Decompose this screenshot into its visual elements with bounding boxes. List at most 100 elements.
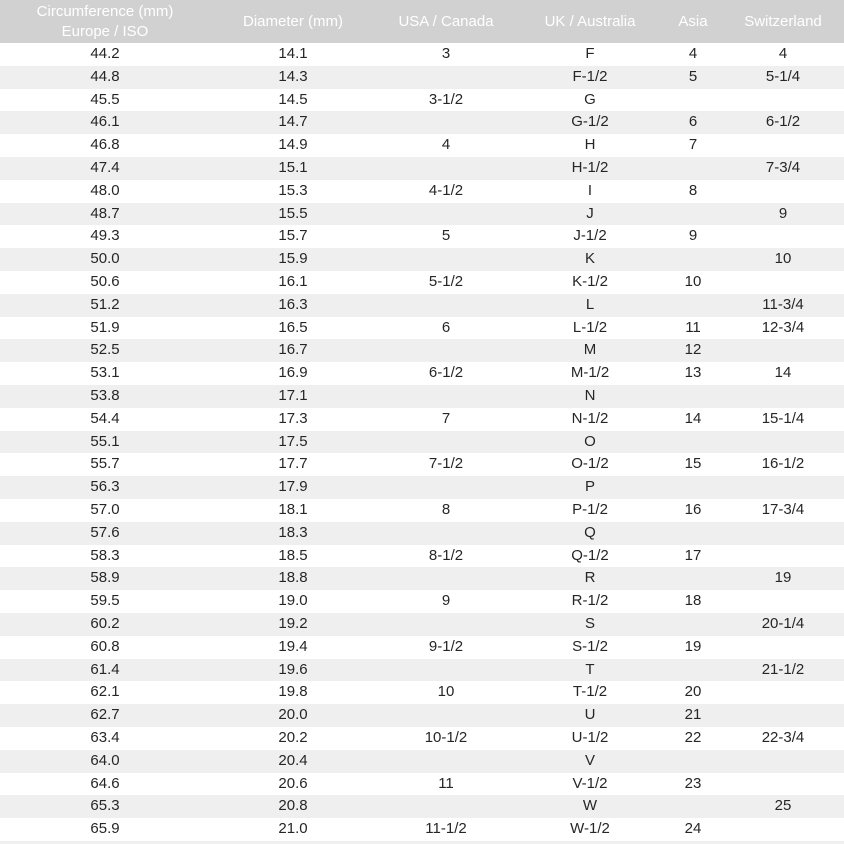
table-row: 62.7 20.0 U 21 <box>0 704 844 727</box>
cell-switzerland <box>722 225 844 248</box>
table-row: 64.6 20.6 11 V-1/2 23 <box>0 773 844 796</box>
cell-diameter: 17.1 <box>278 386 308 404</box>
cell-circumference: 50.0 <box>90 250 120 268</box>
cell-switzerland <box>722 431 844 454</box>
cell-diameter: 20.6 <box>278 774 308 792</box>
cell-usa_canada <box>376 66 516 89</box>
cell-uk_australia: O <box>584 432 596 450</box>
cell-circumference: 65.9 <box>90 820 120 838</box>
cell-usa_canada <box>376 203 516 226</box>
table-row: 50.6 16.1 5-1/2 K-1/2 10 <box>0 271 844 294</box>
cell-circumference: 46.1 <box>90 113 120 131</box>
cell-diameter: 20.2 <box>278 728 308 746</box>
cell-uk_australia: F-1/2 <box>572 67 608 85</box>
cell-usa_canada <box>376 659 516 682</box>
cell-usa_canada: 7-1/2 <box>428 455 464 473</box>
cell-usa_canada <box>376 157 516 180</box>
cell-diameter: 18.3 <box>278 523 308 541</box>
cell-circumference: 48.0 <box>90 181 120 199</box>
table-row: 44.8 14.3 F-1/2 5 5-1/4 <box>0 65 844 89</box>
cell-uk_australia: N-1/2 <box>571 409 609 427</box>
cell-diameter: 20.4 <box>278 751 308 769</box>
cell-uk_australia: Q <box>584 523 596 541</box>
cell-switzerland <box>722 522 844 545</box>
cell-usa_canada: 5-1/2 <box>428 272 464 290</box>
cell-asia: 5 <box>688 67 698 85</box>
cell-asia <box>664 795 722 818</box>
cell-circumference: 62.7 <box>90 706 120 724</box>
cell-uk_australia: K-1/2 <box>572 272 608 290</box>
cell-asia: 8 <box>688 181 698 199</box>
cell-diameter: 14.7 <box>278 113 308 131</box>
cell-switzerland <box>722 180 844 203</box>
cell-uk_australia: H-1/2 <box>571 158 609 176</box>
table-row: 46.1 14.7 G-1/2 6 6-1/2 <box>0 111 844 135</box>
cell-diameter: 17.5 <box>278 432 308 450</box>
cell-usa_canada <box>376 385 516 408</box>
cell-uk_australia: S <box>584 614 595 632</box>
cell-usa_canada: 11-1/2 <box>425 820 467 838</box>
cell-usa_canada <box>376 248 516 271</box>
cell-usa_canada <box>376 613 516 636</box>
col-header-switzerland: Switzerland <box>722 0 844 43</box>
cell-uk_australia: M <box>583 341 597 359</box>
cell-circumference: 61.4 <box>90 660 120 678</box>
cell-usa_canada <box>376 111 516 134</box>
cell-uk_australia: U-1/2 <box>571 728 609 746</box>
table-row: 49.3 15.7 5 J-1/2 9 <box>0 225 844 248</box>
cell-switzerland <box>722 590 844 613</box>
cell-circumference: 47.4 <box>90 158 120 176</box>
cell-asia <box>664 157 722 180</box>
cell-uk_australia: J <box>586 204 594 222</box>
table-row: 64.0 20.4 V <box>0 749 844 773</box>
table-row: 51.9 16.5 6 L-1/2 11 12-3/4 <box>0 317 844 340</box>
table-row: 59.5 19.0 9 R-1/2 18 <box>0 590 844 613</box>
cell-usa_canada: 5 <box>441 227 451 245</box>
cell-switzerland <box>722 681 844 704</box>
cell-diameter: 19.8 <box>278 683 308 701</box>
cell-asia: 4 <box>688 45 698 62</box>
table-row: 65.3 20.8 W 25 <box>0 795 844 819</box>
cell-asia <box>664 89 722 112</box>
cell-diameter: 17.3 <box>278 409 308 427</box>
cell-circumference: 44.8 <box>90 67 120 85</box>
cell-diameter: 15.7 <box>278 227 308 245</box>
col-header-uk-australia: UK / Australia <box>516 0 664 43</box>
cell-diameter: 16.7 <box>278 341 308 359</box>
cell-usa_canada <box>376 294 516 317</box>
cell-diameter: 14.9 <box>278 136 308 154</box>
cell-uk_australia: L <box>585 295 595 313</box>
table-row: 50.0 15.9 K 10 <box>0 248 844 271</box>
cell-switzerland <box>722 339 844 362</box>
cell-diameter: 15.9 <box>278 250 308 268</box>
table-row: 53.8 17.1 N <box>0 384 844 408</box>
cell-asia <box>664 431 722 454</box>
cell-switzerland <box>722 818 844 841</box>
table-row: 47.4 15.1 H-1/2 7-3/4 <box>0 156 844 180</box>
cell-asia: 10 <box>684 272 702 290</box>
cell-asia: 22 <box>684 728 702 746</box>
cell-switzerland: 22-3/4 <box>761 728 805 746</box>
cell-circumference: 56.3 <box>90 478 120 496</box>
table-row: 56.3 17.9 P <box>0 476 844 499</box>
cell-usa_canada: 7 <box>441 409 451 427</box>
cell-usa_canada: 4 <box>441 136 451 154</box>
cell-asia <box>664 248 722 271</box>
table-row: 55.7 17.7 7-1/2 O-1/2 15 16-1/2 <box>0 453 844 476</box>
header-row: Circumference (mm) Europe / ISO Diameter… <box>0 0 844 43</box>
cell-usa_canada <box>376 339 516 362</box>
cell-usa_canada: 3-1/2 <box>428 90 464 108</box>
cell-diameter: 19.6 <box>278 660 308 678</box>
table-row: 57.6 18.3 Q <box>0 521 844 545</box>
cell-asia: 20 <box>684 683 702 701</box>
cell-uk_australia: P <box>584 478 595 496</box>
cell-asia <box>664 385 722 408</box>
cell-switzerland <box>722 545 844 568</box>
table-row: 52.5 16.7 M 12 <box>0 339 844 363</box>
cell-circumference: 65.3 <box>90 797 120 815</box>
cell-uk_australia: V <box>584 751 595 769</box>
cell-circumference: 54.4 <box>90 409 120 427</box>
cell-asia <box>664 203 722 226</box>
cell-asia: 24 <box>684 820 702 838</box>
